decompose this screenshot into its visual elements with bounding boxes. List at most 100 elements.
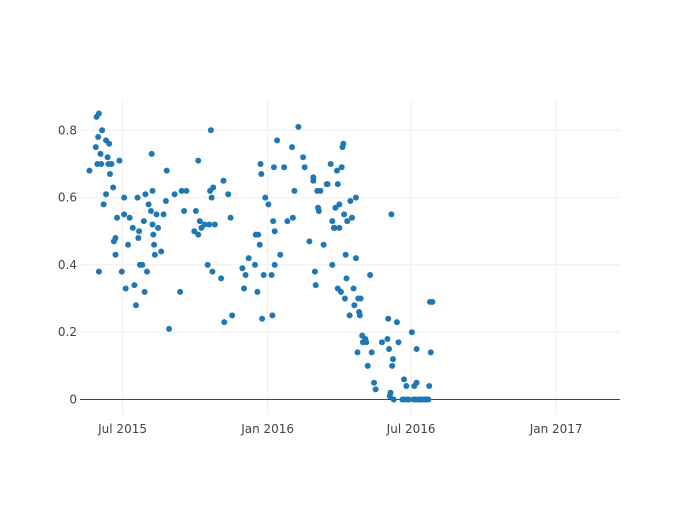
data-point: [218, 275, 225, 282]
data-point: [121, 194, 128, 201]
x-tick-label: Jan 2017: [529, 422, 583, 436]
data-point: [242, 272, 249, 278]
data-point: [126, 214, 133, 221]
data-point: [301, 164, 308, 171]
data-point: [289, 144, 296, 151]
data-point: [300, 154, 307, 161]
data-point: [315, 208, 322, 215]
y-tick-label: 0.8: [58, 123, 77, 137]
x-axis-ticks: Jul 2015 Jan 2016 Jul 2016 Jan 2017: [97, 422, 582, 436]
data-point: [208, 194, 215, 201]
data-point: [158, 248, 165, 255]
data-point: [312, 282, 319, 289]
data-point: [151, 241, 158, 248]
data-point: [255, 231, 262, 238]
x-tick-label: Jul 2015: [97, 422, 147, 436]
data-point: [104, 154, 111, 161]
data-point: [336, 201, 343, 208]
data-point: [183, 187, 190, 194]
data-point: [310, 177, 317, 184]
data-point: [341, 211, 348, 218]
data-point: [129, 224, 136, 231]
data-point: [108, 160, 115, 167]
data-point: [378, 339, 385, 346]
data-point: [403, 383, 410, 390]
data-point: [206, 221, 213, 228]
data-point: [426, 383, 433, 390]
data-point: [348, 214, 355, 221]
data-point: [357, 295, 364, 302]
data-point: [389, 362, 396, 369]
data-point: [171, 191, 178, 198]
data-point: [413, 346, 420, 353]
data-point: [220, 177, 227, 184]
data-point: [132, 302, 139, 309]
data-point: [135, 234, 142, 241]
data-point: [329, 218, 336, 225]
data-point: [125, 241, 132, 248]
data-point: [364, 362, 371, 369]
data-point: [151, 251, 158, 258]
data-point: [112, 251, 119, 258]
data-point: [227, 214, 234, 221]
data-point: [425, 396, 432, 403]
data-point: [122, 285, 129, 292]
data-point: [408, 329, 415, 336]
data-point: [196, 218, 203, 225]
data-point: [155, 224, 162, 231]
data-point: [211, 221, 218, 228]
y-tick-label: 0.6: [58, 191, 77, 205]
data-point: [393, 319, 400, 326]
data-point: [141, 288, 148, 295]
data-point: [354, 349, 361, 356]
data-point: [281, 164, 288, 171]
data-point: [401, 376, 407, 383]
data-point: [144, 268, 151, 275]
data-point: [153, 211, 160, 218]
y-tick-label: 0: [69, 393, 77, 407]
data-point: [204, 261, 211, 268]
data-point: [97, 150, 104, 157]
data-point: [162, 197, 169, 204]
data-point: [252, 261, 259, 268]
data-point: [114, 214, 121, 221]
data-point: [166, 325, 173, 332]
data-point: [95, 134, 102, 141]
data-point: [331, 224, 338, 231]
data-point: [333, 167, 340, 174]
data-point: [347, 197, 354, 204]
data-point: [95, 110, 102, 117]
data-point: [320, 241, 327, 248]
data-point: [145, 201, 152, 208]
data-point: [149, 221, 156, 228]
data-point: [271, 228, 278, 235]
data-point: [207, 127, 214, 134]
gridlines: [80, 100, 620, 415]
data-point: [103, 191, 110, 198]
data-point: [284, 218, 291, 225]
data-point: [363, 339, 370, 346]
data-point: [306, 238, 313, 245]
data-point: [389, 356, 396, 363]
data-point: [240, 285, 247, 292]
data-point: [86, 167, 93, 174]
data-point: [229, 312, 236, 319]
x-tick-label: Jul 2016: [386, 422, 436, 436]
data-point: [367, 272, 374, 278]
data-point: [256, 241, 263, 248]
data-point: [346, 312, 353, 319]
data-points: [86, 110, 436, 403]
data-point: [106, 140, 113, 147]
data-point: [340, 140, 347, 147]
data-point: [336, 224, 343, 231]
data-point: [291, 187, 298, 194]
data-point: [131, 282, 138, 289]
data-point: [327, 160, 334, 167]
data-point: [344, 218, 351, 225]
y-axis-ticks: 0 0.2 0.4 0.6 0.8: [58, 123, 77, 406]
data-point: [262, 194, 269, 201]
data-point: [160, 211, 167, 218]
data-point: [209, 268, 216, 275]
